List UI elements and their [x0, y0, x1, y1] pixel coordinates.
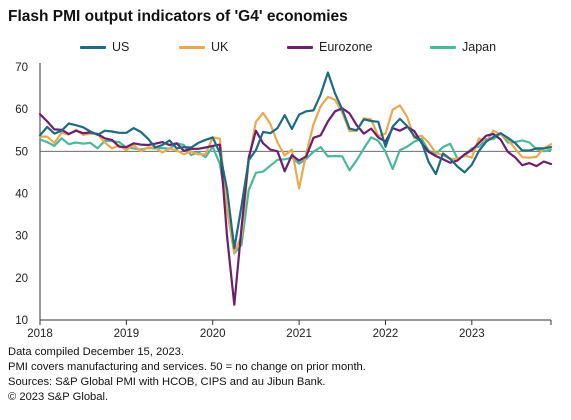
x-tick-label: 2021 [286, 328, 312, 340]
legend-swatch-eurozone [287, 45, 313, 49]
legend-label-uk: UK [211, 40, 229, 54]
legend-swatch-japan [430, 45, 456, 49]
chart-title: Flash PMI output indicators of 'G4' econ… [8, 8, 348, 25]
y-tick-label: 10 [15, 315, 28, 327]
series-line-eurozone [38, 107, 553, 306]
y-tick-label: 30 [15, 231, 28, 243]
y-tick-label: 50 [15, 146, 28, 158]
x-tick-label: 2023 [459, 328, 485, 340]
legend-item-eurozone: Eurozone [287, 40, 373, 54]
footnote-compiled: Data compiled December 15, 2023. [8, 346, 184, 358]
series-line-us [38, 71, 553, 250]
legend-item-us: US [80, 40, 129, 54]
legend-label-us: US [112, 40, 130, 54]
y-tick-label: 40 [15, 189, 28, 201]
legend-label-eurozone: Eurozone [319, 40, 373, 54]
chart-legend: US UK Eurozone Japan [0, 40, 571, 56]
legend-swatch-us [80, 45, 106, 49]
legend-swatch-uk [179, 45, 205, 49]
x-tick-label: 2022 [373, 328, 399, 340]
footnote-sources: Sources: S&P Global PMI with HCOB, CIPS … [8, 376, 326, 388]
legend-item-japan: Japan [430, 40, 496, 54]
x-tick-label: 2018 [27, 328, 53, 340]
legend-item-uk: UK [179, 40, 228, 54]
y-tick-label: 20 [15, 273, 28, 285]
y-tick-label: 70 [15, 62, 28, 74]
footnote-definition: PMI covers manufacturing and services. 5… [8, 361, 366, 373]
x-tick-label: 2019 [114, 328, 140, 340]
y-tick-label: 60 [15, 104, 28, 116]
footnotes: Data compiled December 15, 2023. PMI cov… [8, 345, 366, 405]
footnote-copyright: © 2023 S&P Global. [8, 391, 109, 403]
series-line-uk [38, 95, 553, 254]
legend-label-japan: Japan [462, 40, 497, 54]
x-tick-label: 2020 [200, 328, 226, 340]
